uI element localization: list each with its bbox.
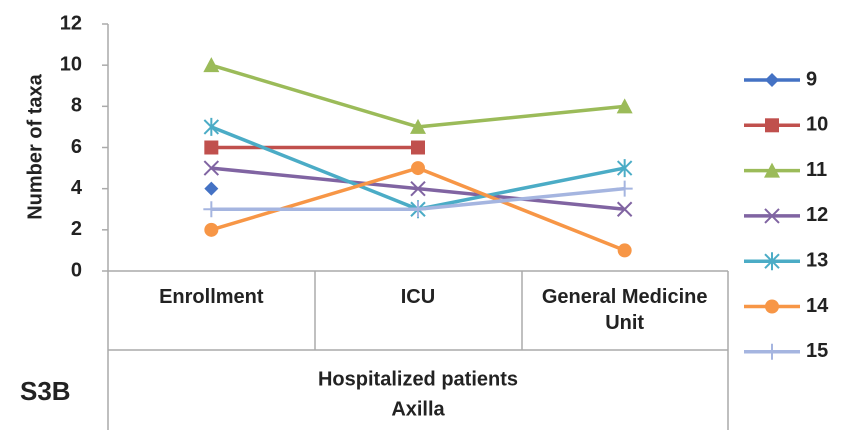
x-tick-label: General Medicine Unit <box>541 286 708 334</box>
legend-marker <box>765 118 779 133</box>
marker <box>203 160 220 176</box>
marker <box>204 222 219 237</box>
marker <box>410 180 426 197</box>
legend-label: 12 <box>806 204 828 226</box>
marker <box>616 180 633 197</box>
legend-marker <box>765 73 779 87</box>
legend-label: 15 <box>806 340 828 362</box>
marker <box>616 159 633 178</box>
marker <box>410 201 426 218</box>
marker <box>616 201 633 217</box>
legend-marker <box>764 252 780 271</box>
panel-label: S3B <box>20 376 71 406</box>
legend-label: 10 <box>806 114 828 136</box>
y-tick-label: 4 <box>71 177 83 199</box>
legend-label: 13 <box>806 249 828 271</box>
legend-label: 9 <box>806 68 817 90</box>
legend-marker <box>764 162 780 178</box>
marker <box>411 140 425 155</box>
marker <box>204 181 219 196</box>
marker <box>616 98 633 114</box>
marker <box>203 201 220 218</box>
y-tick-label: 8 <box>71 95 82 117</box>
group-label: Hospitalized patients <box>318 368 518 390</box>
marker <box>203 57 220 73</box>
marker <box>204 140 219 155</box>
y-tick-label: 12 <box>60 12 82 34</box>
marker <box>410 118 426 134</box>
group-label: Axilla <box>391 398 445 420</box>
y-tick-label: 10 <box>60 53 82 75</box>
marker <box>617 243 632 258</box>
y-axis-label: Number of taxa <box>24 73 46 219</box>
marker <box>411 161 425 176</box>
y-tick-label: 2 <box>71 218 82 240</box>
marker <box>203 117 220 136</box>
y-tick-label: 6 <box>71 136 82 158</box>
legend-marker <box>764 343 780 360</box>
axis-frame <box>107 24 729 430</box>
legend-label: 11 <box>806 159 827 181</box>
legend-marker <box>765 299 779 314</box>
x-tick-label: ICU <box>400 286 436 308</box>
x-tick-label: Enrollment <box>159 286 264 308</box>
legend-marker <box>764 208 780 224</box>
series-line <box>210 63 625 129</box>
y-tick-label: 0 <box>71 259 82 281</box>
legend-label: 14 <box>806 295 829 317</box>
